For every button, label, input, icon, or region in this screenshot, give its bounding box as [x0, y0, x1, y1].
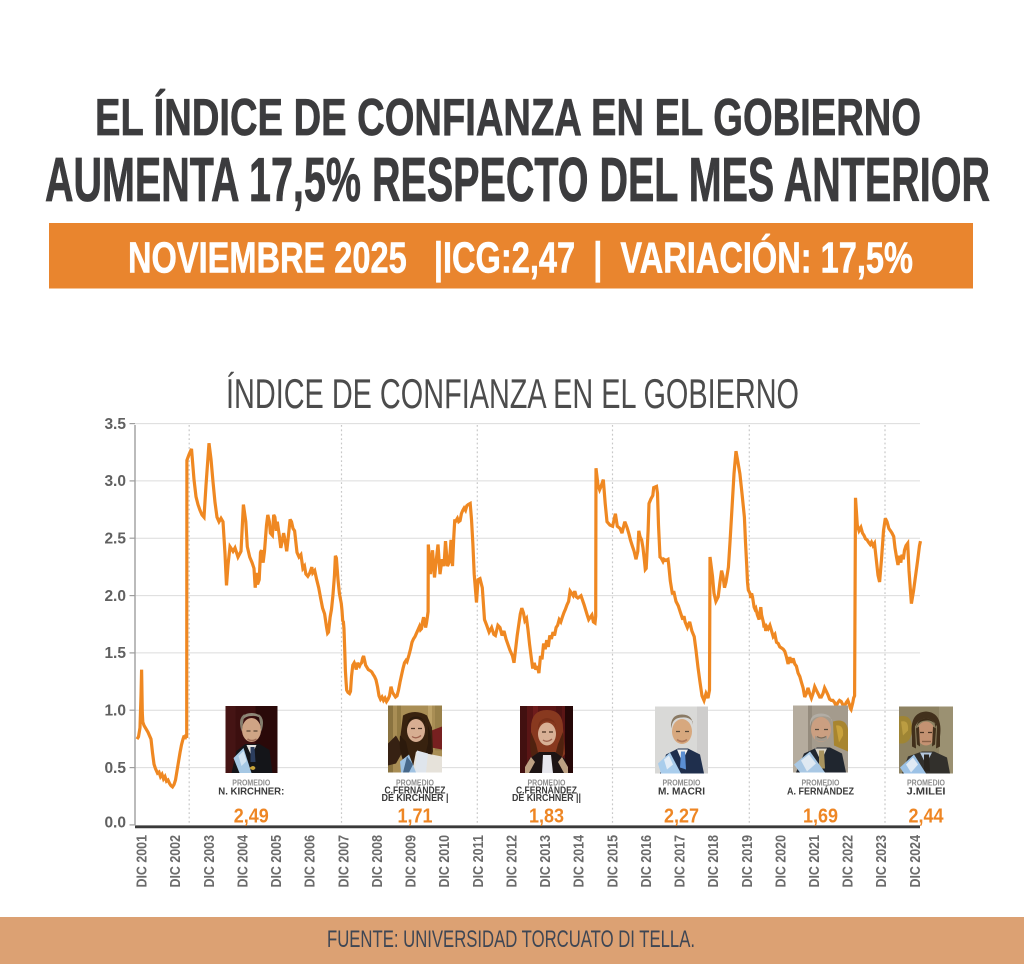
svg-text:DIC 2004: DIC 2004: [235, 834, 252, 887]
svg-text:DIC 2007: DIC 2007: [335, 835, 352, 888]
svg-text:DIC 2015: DIC 2015: [604, 835, 621, 888]
svg-text:1,83: 1,83: [529, 804, 564, 827]
svg-text:2.5: 2.5: [104, 531, 126, 548]
svg-text:DIC 2010: DIC 2010: [436, 835, 453, 888]
svg-text:DIC 2020: DIC 2020: [772, 835, 789, 888]
svg-text:J.MILEI: J.MILEI: [907, 787, 946, 798]
svg-text:0.5: 0.5: [104, 760, 126, 777]
svg-text:1.5: 1.5: [104, 645, 126, 662]
svg-text:DIC 2006: DIC 2006: [302, 835, 319, 888]
svg-text:2,49: 2,49: [234, 804, 269, 827]
svg-text:FUENTE: UNIVERSIDAD TORCUATO D: FUENTE: UNIVERSIDAD TORCUATO DI TELLA.: [327, 926, 695, 953]
svg-text:DIC 2014: DIC 2014: [571, 834, 588, 887]
svg-text:A. FERNÁNDEZ: A. FERNÁNDEZ: [787, 785, 854, 798]
svg-text:DIC 2003: DIC 2003: [201, 835, 218, 888]
svg-text:2.0: 2.0: [104, 588, 126, 605]
svg-text:2,27: 2,27: [664, 804, 699, 827]
svg-text:1,71: 1,71: [398, 804, 433, 827]
svg-text:EL ÍNDICE DE CONFIANZA EN EL G: EL ÍNDICE DE CONFIANZA EN EL GOBIERNO: [95, 89, 921, 147]
svg-text:DIC 2024: DIC 2024: [907, 834, 924, 887]
svg-text:3.5: 3.5: [104, 416, 126, 433]
svg-text:3.0: 3.0: [104, 473, 126, 490]
svg-text:ÍNDICE DE CONFIANZA EN EL GOBI: ÍNDICE DE CONFIANZA EN EL GOBIERNO: [226, 370, 799, 417]
svg-text:1,69: 1,69: [803, 804, 838, 827]
svg-text:AUMENTA 17,5% RESPECTO DEL MES: AUMENTA 17,5% RESPECTO DEL MES ANTERIOR: [45, 146, 990, 215]
svg-text:DIC 2013: DIC 2013: [537, 835, 554, 888]
svg-text:PROMEDIO: PROMEDIO: [232, 778, 271, 787]
svg-text:DIC 2001: DIC 2001: [134, 835, 151, 888]
svg-text:0.0: 0.0: [104, 814, 126, 831]
svg-text:PROMEDIO: PROMEDIO: [907, 778, 946, 787]
svg-text:DE KIRCHNER |: DE KIRCHNER |: [382, 793, 449, 804]
svg-text:DIC 2018: DIC 2018: [705, 835, 722, 888]
svg-text:DIC 2016: DIC 2016: [638, 835, 655, 888]
svg-text:PROMEDIO: PROMEDIO: [802, 778, 841, 787]
svg-text:DIC 2002: DIC 2002: [167, 835, 184, 888]
svg-text:DIC 2005: DIC 2005: [268, 835, 285, 888]
svg-text:DIC 2012: DIC 2012: [503, 835, 520, 888]
svg-text:PROMEDIO: PROMEDIO: [396, 778, 435, 787]
svg-text:PROMEDIO: PROMEDIO: [663, 778, 702, 787]
svg-text:1.0: 1.0: [104, 703, 126, 720]
svg-text:DIC 2021: DIC 2021: [806, 835, 823, 888]
svg-text:C.FERNÁNDEZ: C.FERNÁNDEZ: [385, 785, 446, 797]
svg-text:DIC 2009: DIC 2009: [403, 835, 420, 888]
svg-text:DE KIRCHNER ||: DE KIRCHNER ||: [512, 793, 581, 804]
svg-text:PROMEDIO: PROMEDIO: [528, 778, 567, 787]
svg-text:N. KIRCHNER:: N. KIRCHNER:: [218, 787, 284, 798]
svg-text:DIC 2019: DIC 2019: [739, 835, 756, 888]
svg-text:DIC 2022: DIC 2022: [840, 835, 857, 888]
svg-text:DIC 2023: DIC 2023: [873, 835, 890, 888]
svg-text:DIC 2008: DIC 2008: [369, 835, 386, 888]
svg-text:DIC 2011: DIC 2011: [470, 835, 487, 888]
svg-text:C.FERNÁNDEZ: C.FERNÁNDEZ: [516, 785, 577, 797]
svg-text:DIC 2017: DIC 2017: [672, 835, 689, 888]
svg-text:M. MACRI: M. MACRI: [658, 787, 705, 798]
svg-text:2,44: 2,44: [909, 804, 945, 827]
svg-text:NOVIEMBRE 2025 |ICG:2,47 |: NOVIEMBRE 2025 |ICG:2,47 | VARIACIÓN: 17…: [128, 232, 913, 283]
